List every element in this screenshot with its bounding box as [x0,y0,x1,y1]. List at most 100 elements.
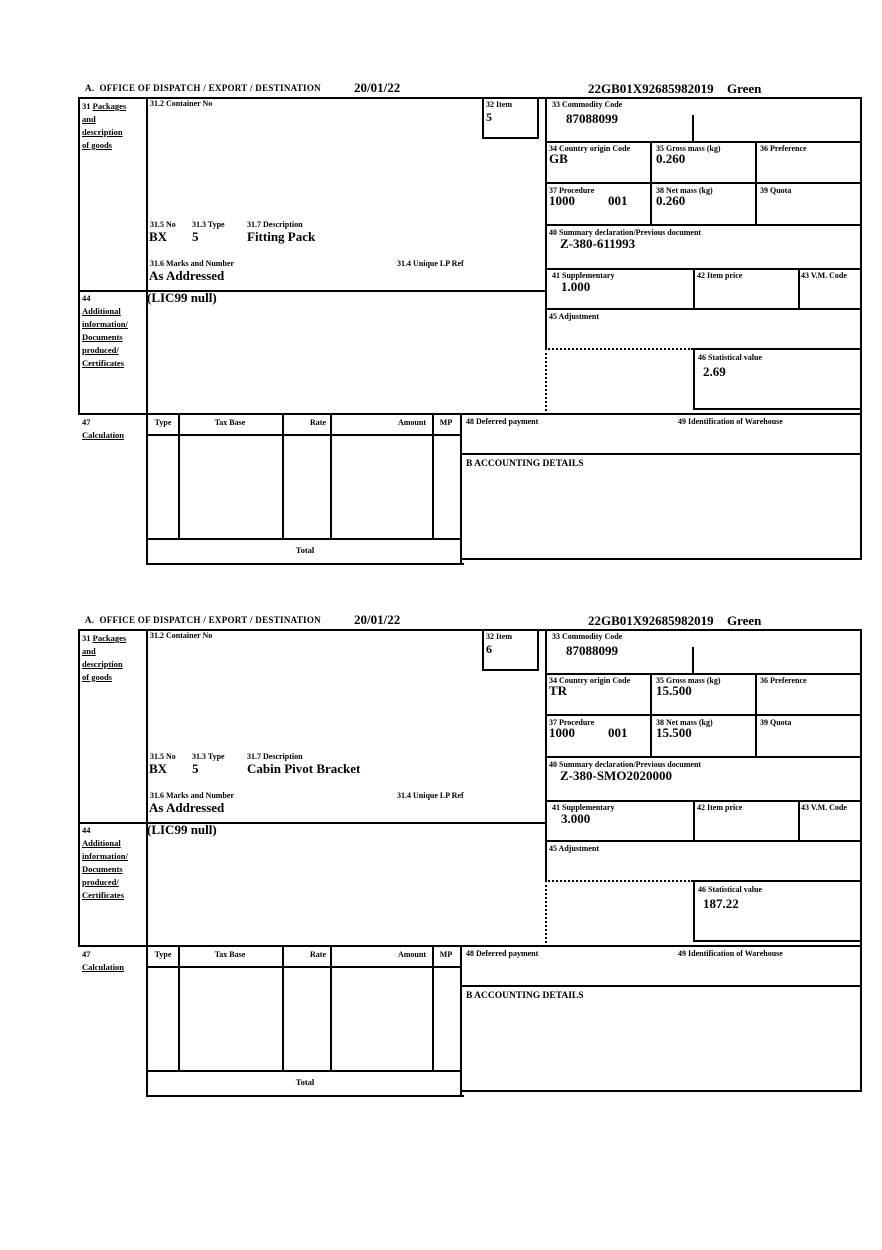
calc-body-bottom-border [148,538,462,540]
calc-header-type: Type [154,418,172,427]
calc-row-top-border [78,413,862,415]
row34-bottom-border [545,182,862,184]
item-number-box [482,629,539,671]
box46-left-border [693,348,695,410]
table-left-border [78,629,80,947]
main-column-divider [545,97,547,350]
label-column-divider [146,629,148,1097]
item-label: 32 Item [486,100,512,109]
commodity-code-label: 33 Commodity Code [552,632,623,641]
preference-label: 36 Preference [760,144,807,153]
supplementary-value: 1.000 [561,279,591,294]
procedure-label: 37 Procedure [549,718,595,727]
description-label: 31.7 Description [247,220,303,229]
declaration-item-section: A. OFFICE OF DISPATCH / EXPORT / DESTINA… [0,80,882,580]
goods-description-value: Fitting Pack [247,229,316,244]
box46-bottom-border [693,940,862,942]
box-47-label: 47 Calculation [82,949,125,972]
declaration-date: 20/01/22 [354,80,401,95]
calc-header-rate: Rate [310,950,326,959]
calc-col4-divider [432,945,434,1072]
item-number-value: 6 [486,642,492,656]
country-origin-label: 34 Country origin Code [549,144,631,153]
statistical-value: 2.69 [703,364,726,379]
calc-col1-divider [178,945,180,1072]
calc-header-rate: Rate [310,418,326,427]
calc-col2-divider [282,413,284,540]
calc-header-bottom-border [148,434,462,436]
col34-35-divider [650,141,652,226]
route-status: Green [727,613,762,628]
country-origin-label: 34 Country origin Code [549,676,631,685]
box33-bottom-border [545,673,862,675]
unique-lp-ref-label: 31.4 Unique LP Ref [397,259,464,268]
box-44-label: 44 Additional information/ Documents pro… [82,825,128,900]
calc-header-mp: MP [439,950,453,959]
office-of-dispatch-title: A. OFFICE OF DISPATCH / EXPORT / DESTINA… [85,83,321,93]
box-31-label: 31 Packages and description of goods [82,101,127,150]
box46-left-border [693,880,695,942]
box44-top-border [78,290,547,292]
accounting-details-label: B ACCOUNTING DETAILS [466,991,584,1001]
previous-document-value: Z-380-611993 [560,236,636,251]
total-row-bottom-border [146,1095,464,1097]
deferred-payment-label: 48 Deferred payment [466,949,539,958]
gross-mass-value: 0.260 [656,151,686,166]
col42-43-divider [798,800,800,842]
row41-bottom-border [545,308,862,310]
col41-42-divider [693,800,695,842]
total-label: Total [295,1077,315,1087]
commodity-code-value: 87088099 [566,111,618,126]
marks-number-value: As Addressed [149,268,225,283]
package-type-value: 5 [192,229,199,244]
item-label: 32 Item [486,632,512,641]
calc-header-tax-base: Tax Base [214,950,246,959]
row37-bottom-border [545,756,862,758]
calc-header-bottom-border [148,966,462,968]
calc-col3-divider [330,945,332,1072]
marks-number-value: As Addressed [149,800,225,815]
marks-number-label: 31.6 Marks and Number [150,259,235,268]
package-type-value: 5 [192,761,199,776]
adjustment-dotted-divider [545,880,547,947]
calc-header-amount: Amount [397,418,426,427]
container-no-label: 31.2 Container No [150,631,213,640]
declaration-item-section: A. OFFICE OF DISPATCH / EXPORT / DESTINA… [0,612,882,1112]
item-number-box [482,97,539,139]
box40-bottom-border [545,800,862,802]
row37-bottom-border [545,224,862,226]
package-no-label: 31.5 No [150,752,176,761]
procedure-value-2: 001 [608,193,628,208]
calc-col1-divider [178,413,180,540]
procedure-value-2: 001 [608,725,628,740]
box33-bottom-border [545,141,862,143]
deferred-payment-label: 48 Deferred payment [466,417,539,426]
col42-43-divider [798,268,800,310]
office-of-dispatch-title: A. OFFICE OF DISPATCH / EXPORT / DESTINA… [85,615,321,625]
procedure-label: 37 Procedure [549,186,595,195]
commodity-code-divider [692,647,694,675]
country-origin-value: TR [549,683,568,698]
gross-mass-label: 35 Gross mass (kg) [656,676,721,685]
box-31-label: 31 Packages and description of goods [82,633,127,682]
net-mass-label: 38 Net mass (kg) [656,718,713,727]
box46-top-border [693,880,862,882]
calc-right-divider [460,945,462,1097]
adjustment-dotted-border [545,880,693,882]
calc-right-divider [460,413,462,565]
total-row-bottom-border [146,563,464,565]
col34-35-divider [650,673,652,758]
calc-col4-divider [432,413,434,540]
supplementary-label: 41 Supplementary [552,803,615,812]
gross-mass-label: 35 Gross mass (kg) [656,144,721,153]
quota-label: 39 Quota [760,718,792,727]
warehouse-id-label: 49 Identification of Warehouse [678,417,783,426]
box46-bottom-border [693,408,862,410]
calc-header-mp: MP [439,418,453,427]
table-right-border [860,97,862,560]
entry-number: 22GB01X92685982019 [588,81,714,96]
package-no-value: BX [149,229,168,244]
calc-header-type: Type [154,950,172,959]
vm-code-label: 43 V.M. Code [801,271,847,280]
additional-information-value: (LIC99 null) [147,822,217,837]
